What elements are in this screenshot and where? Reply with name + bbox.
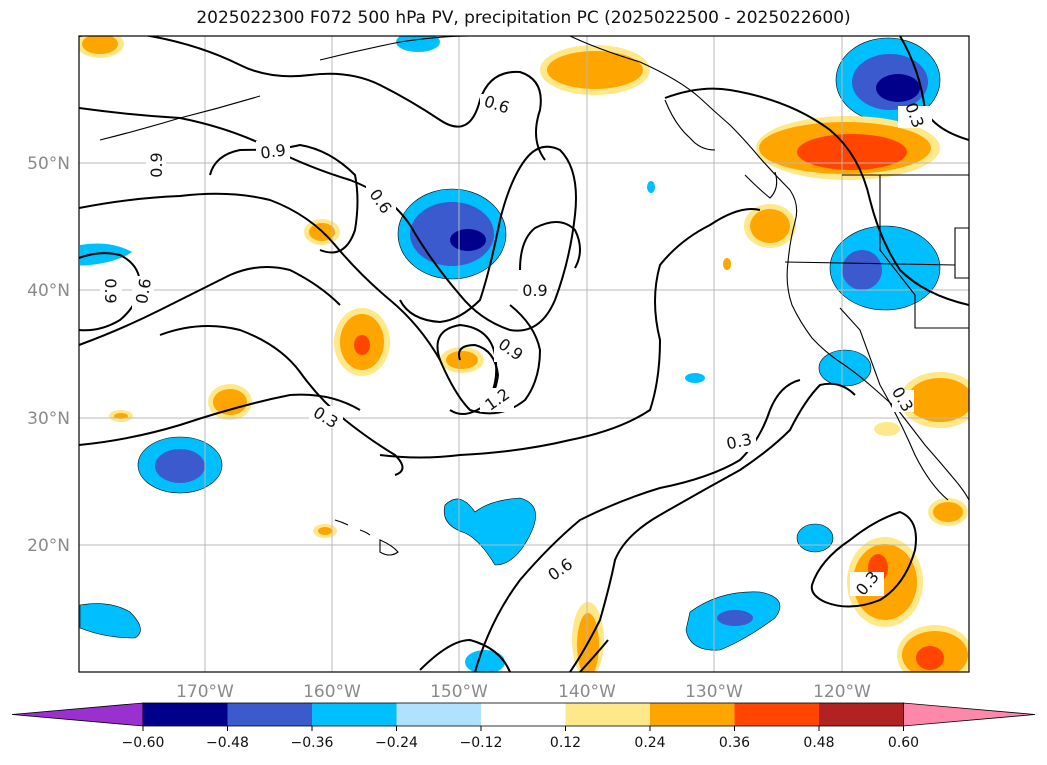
positive-precip-blob	[756, 116, 940, 180]
negative-precip-blob	[796, 523, 834, 553]
lon-label: 120°W	[813, 682, 871, 702]
colorbar-tick-label: 0.60	[888, 735, 919, 751]
lat-label: 20°N	[27, 536, 70, 556]
coastlines	[99, 36, 969, 556]
colorbar-segment	[312, 703, 397, 726]
negative-precip-blob	[443, 497, 536, 566]
contour-label: 0.9	[259, 140, 287, 162]
lon-label: 170°W	[176, 682, 234, 702]
colorbar-tick-label: −0.12	[460, 735, 503, 751]
positive-precip-blob	[334, 308, 390, 376]
negative-precip-blob	[397, 188, 507, 280]
colorbar: −0.60 −0.48 −0.36 −0.24 −0.12 0.12 0.24 0.36 0.4…	[11, 702, 1036, 751]
colorbar-segment	[143, 703, 228, 726]
positive-precip-blob	[540, 45, 650, 95]
colorbar-extend-high	[903, 702, 1036, 727]
negative-precip-blob	[465, 650, 505, 672]
precipitation-shading	[79, 36, 969, 672]
positive-precip-blob	[874, 422, 900, 436]
colorbar-tick-label: 0.24	[634, 735, 665, 751]
lon-label: 140°W	[558, 682, 616, 702]
colorbar-tick-label: −0.60	[122, 735, 165, 751]
contour-label-group: 0.6 0.9 0.9 0.6 0.9 0.6 0.9 0.3 0.9 1.2 …	[100, 92, 932, 599]
colorbar-segment	[565, 703, 651, 726]
lon-label: 150°W	[430, 682, 488, 702]
colorbar-segment	[227, 703, 313, 726]
colorbar-tick-label: −0.24	[375, 735, 418, 751]
contour-label: 0.9	[522, 281, 547, 300]
negative-precip-blob	[396, 36, 440, 52]
positive-precip-blob	[897, 625, 969, 672]
contour-label: 0.9	[101, 278, 120, 303]
latitude-labels: 50°N 40°N 30°N 20°N	[27, 154, 70, 556]
map-title: 2025022300 F072 500 hPa PV, precipitatio…	[196, 8, 851, 28]
colorbar-segment	[734, 703, 820, 726]
colorbar-segment	[481, 703, 566, 726]
negative-precip-blob	[80, 243, 132, 266]
lat-label: 40°N	[27, 281, 70, 301]
colorbar-tick-label: −0.36	[291, 735, 334, 751]
lon-label: 160°W	[303, 682, 361, 702]
negative-precip-blob	[647, 181, 655, 193]
negative-precip-blob	[79, 603, 141, 639]
colorbar-tick-label: 0.48	[803, 735, 834, 751]
colorbar-segment	[650, 703, 735, 726]
colorbar-segment	[396, 703, 482, 726]
lat-label: 30°N	[27, 409, 70, 429]
negative-precip-blob	[818, 349, 872, 387]
colorbar-outline	[142, 702, 904, 727]
contour-label: 0.6	[132, 277, 155, 305]
colorbar-tick-label: 0.36	[719, 735, 750, 751]
colorbar-segment	[819, 703, 904, 726]
contour-label: 0.3	[725, 430, 754, 454]
lat-label: 50°N	[27, 154, 70, 174]
colorbar-tick-label: 0.12	[550, 735, 581, 751]
lon-label: 130°W	[685, 682, 743, 702]
colorbar-extend-low	[11, 702, 144, 727]
longitude-labels: 170°W 160°W 150°W 140°W 130°W 120°W	[176, 682, 871, 702]
positive-precip-blob	[900, 372, 969, 428]
negative-precip-blob	[829, 225, 941, 311]
colorbar-tick-label: −0.48	[206, 735, 249, 751]
contour-label: 0.9	[147, 152, 166, 177]
negative-precip-blob	[685, 373, 705, 383]
positive-precip-blob	[723, 258, 731, 270]
negative-precip-blob	[137, 436, 223, 494]
map-border	[78, 35, 970, 673]
